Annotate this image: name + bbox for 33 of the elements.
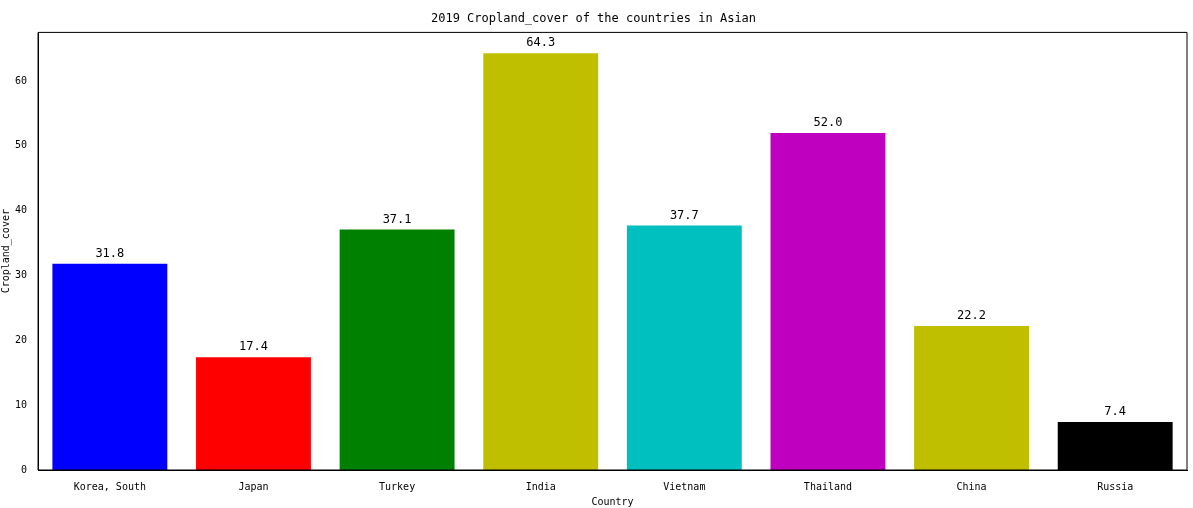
chart-title: 2019 Cropland_cover of the countries in Asian <box>430 11 757 26</box>
x-tick-label: Turkey <box>379 480 416 492</box>
bar <box>483 53 599 470</box>
y-tick-label: 40 <box>14 204 28 216</box>
x-tick-label: India <box>525 480 556 492</box>
data-label: 7.4 <box>1104 404 1127 419</box>
bar <box>626 225 742 470</box>
bar <box>339 229 455 470</box>
data-label: 31.8 <box>95 245 125 260</box>
data-label: 37.1 <box>382 211 412 226</box>
y-tick-label: 20 <box>14 333 28 345</box>
x-axis-title: Country <box>591 495 634 507</box>
x-tick-label: Korea, South <box>73 480 146 492</box>
x-tick-label: Russia <box>1097 480 1134 492</box>
data-label: 17.4 <box>239 339 268 354</box>
x-tick-label: China <box>956 480 987 492</box>
bar <box>914 326 1030 470</box>
y-tick-label: 50 <box>14 139 28 151</box>
y-tick-label: 0 <box>21 463 28 475</box>
y-tick-label: 30 <box>14 269 28 281</box>
bar <box>196 357 311 470</box>
data-label: 64.3 <box>526 35 556 50</box>
x-tick-label: Thailand <box>803 480 853 492</box>
bar <box>770 132 886 470</box>
data-label: 22.2 <box>957 308 987 323</box>
y-tick-label: 10 <box>14 398 28 410</box>
data-label: 52.0 <box>813 115 843 130</box>
x-tick-label: Japan <box>238 480 269 492</box>
x-tick-label: Vietnam <box>663 480 706 492</box>
data-label: 37.7 <box>669 207 699 222</box>
bar <box>52 263 168 470</box>
y-tick-label: 60 <box>14 74 28 86</box>
y-axis-title: Cropland_cover <box>0 209 12 294</box>
